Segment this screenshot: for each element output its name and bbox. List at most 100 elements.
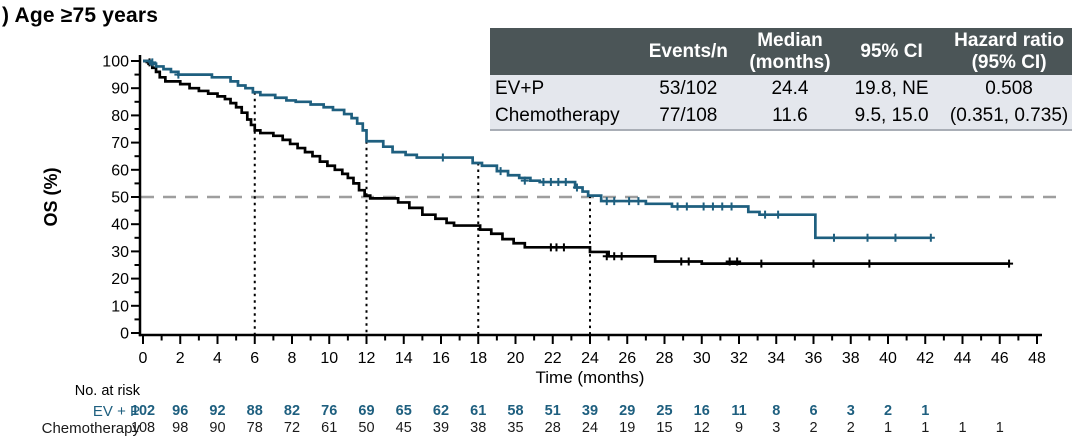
at-risk-count: 15 <box>656 419 673 436</box>
x-tick-label: 48 <box>1028 350 1046 367</box>
at-risk-count: 11 <box>731 402 747 419</box>
censor-mark <box>559 243 568 252</box>
at-risk-count: 51 <box>544 402 561 419</box>
at-risk-count: 1 <box>995 419 1004 436</box>
censor-mark <box>602 197 611 206</box>
at-risk-count: 102 <box>130 402 156 419</box>
summary-table-row: EV+P 53/102 24.4 19.8, NE 0.508 <box>490 75 1072 102</box>
censor-mark <box>610 252 619 261</box>
censor-mark <box>520 176 529 185</box>
km-curve-evp <box>143 59 931 240</box>
y-tick-label: 0 <box>120 326 129 343</box>
censor-mark <box>148 58 157 67</box>
at-risk-title: No. at risk <box>74 383 140 399</box>
at-risk-count: 62 <box>432 402 450 419</box>
censor-mark <box>174 70 183 79</box>
x-tick-label: 32 <box>730 350 748 367</box>
x-tick-label: 20 <box>507 350 525 367</box>
y-tick-label: 30 <box>111 244 129 261</box>
at-risk-count: 19 <box>619 419 636 436</box>
summary-table: Events/n Median (months) 95% CI Hazard ratio… <box>490 28 1072 131</box>
censor-mark <box>1005 259 1014 268</box>
x-tick-label: 12 <box>358 350 376 367</box>
x-tick-label: 26 <box>618 350 636 367</box>
at-risk-count: 9 <box>734 419 744 436</box>
censor-mark <box>673 202 682 211</box>
at-risk-count: 8 <box>772 402 781 419</box>
censor-mark <box>682 202 691 211</box>
censor-mark <box>727 202 736 211</box>
at-risk-count: 1 <box>958 419 967 436</box>
x-tick-label: 0 <box>139 350 148 367</box>
censor-mark <box>634 197 643 206</box>
censor-mark <box>774 210 783 219</box>
summary-col-header: Hazard ratio (95% CI) <box>954 30 1064 73</box>
at-risk-count: 3 <box>846 402 855 419</box>
at-risk-count: 88 <box>246 402 263 419</box>
censor-mark <box>610 197 619 206</box>
x-tick-label: 16 <box>432 350 450 367</box>
summary-col-header: Events/n <box>648 40 728 62</box>
summary-cell: 11.6 <box>772 105 808 126</box>
censor-mark <box>546 178 555 187</box>
at-risk-count: 39 <box>432 419 450 436</box>
at-risk-count: 6 <box>809 402 818 419</box>
censor-mark <box>677 257 686 266</box>
censor-mark <box>539 178 548 187</box>
km-curve-chemotherapy <box>143 59 1010 265</box>
x-tick-label: 24 <box>581 350 599 367</box>
at-risk-count: 82 <box>283 402 301 419</box>
at-risk-count: 3 <box>772 419 781 436</box>
x-tick-label: 46 <box>991 350 1009 367</box>
at-risk-row-label-chemotherapy: Chemotherapy <box>41 419 140 437</box>
censor-mark <box>617 252 626 261</box>
at-risk-count: 1 <box>883 419 893 436</box>
censor-mark <box>684 257 693 266</box>
x-tick-label: 44 <box>954 350 972 367</box>
x-tick-label: 2 <box>176 350 185 367</box>
at-risk-count: 72 <box>283 419 301 436</box>
at-risk-count: 98 <box>172 419 189 436</box>
censor-mark <box>926 233 935 242</box>
censor-mark <box>572 183 581 192</box>
at-risk-row-label-evp: EV + P <box>92 402 140 420</box>
at-risk-count: 2 <box>883 402 893 419</box>
summary-table-row: Chemotherapy 77/108 11.6 9.5, 15.0 (0.351, 0… <box>490 102 1072 129</box>
summary-cell: (0.351, 0.735) <box>949 105 1069 126</box>
censor-mark <box>699 202 708 211</box>
x-tick-label: 18 <box>469 350 487 367</box>
y-tick-label: 100 <box>102 54 129 71</box>
summary-cell: 77/108 <box>659 105 718 126</box>
censor-mark <box>552 243 561 252</box>
y-tick-label: 50 <box>111 190 129 207</box>
y-axis-title: OS (%) <box>41 167 61 226</box>
panel-title: ) Age ≥75 years <box>2 4 159 27</box>
y-tick-label: 60 <box>111 162 129 179</box>
censor-mark <box>625 197 634 206</box>
x-tick-label: 40 <box>879 350 897 367</box>
censor-mark <box>554 178 563 187</box>
at-risk-count: 61 <box>321 419 338 436</box>
y-tick-label: 70 <box>111 135 129 152</box>
censor-mark <box>891 233 900 242</box>
at-risk-count: 96 <box>172 402 189 419</box>
x-tick-label: 6 <box>250 350 259 367</box>
y-tick-label: 20 <box>111 271 129 288</box>
x-tick-label: 38 <box>842 350 860 367</box>
x-tick-label: 8 <box>288 350 297 367</box>
censor-mark <box>496 167 505 176</box>
censor-mark <box>438 153 447 162</box>
at-risk-count: 39 <box>581 402 599 419</box>
x-tick-label: 30 <box>693 350 711 367</box>
censor-mark <box>725 257 734 266</box>
at-risk-count: 2 <box>809 419 818 436</box>
at-risk-count: 24 <box>581 419 599 436</box>
at-risk-count: 61 <box>470 402 487 419</box>
at-risk-count: 16 <box>693 402 710 419</box>
censor-mark <box>561 178 570 187</box>
at-risk-count: 92 <box>209 402 226 419</box>
summary-cell: 24.4 <box>771 78 809 99</box>
at-risk-count: 45 <box>395 419 412 436</box>
